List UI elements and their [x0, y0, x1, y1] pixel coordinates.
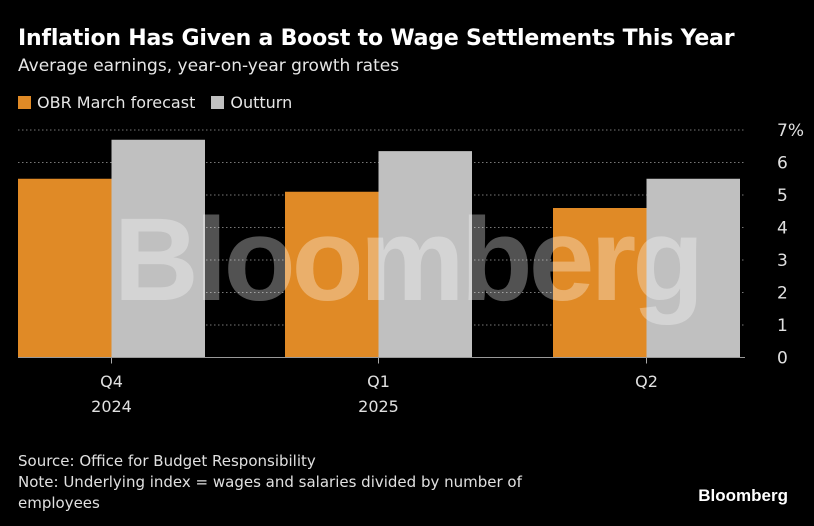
x-tick-label: Q1: [367, 372, 390, 391]
legend-item-outturn: Outturn: [211, 93, 292, 112]
bar-outturn: [646, 178, 740, 358]
bar-outturn: [111, 139, 205, 358]
source-text: Source: Office for Budget Responsibility: [18, 452, 316, 470]
chart-title: Inflation Has Given a Boost to Wage Sett…: [18, 26, 735, 51]
x-tick-label: 2024: [91, 397, 132, 416]
y-tick-label: 6: [777, 154, 788, 174]
legend-label: OBR March forecast: [37, 93, 196, 112]
x-tick-label: Q2: [635, 372, 658, 391]
legend-item-forecast: OBR March forecast: [18, 93, 195, 112]
y-tick-label: 0: [777, 349, 788, 369]
watermark: Bloomberg: [114, 194, 701, 326]
legend-swatch: [18, 96, 31, 109]
x-tick-label: Q4: [100, 372, 123, 391]
bloomberg-logo: Bloomberg: [698, 486, 788, 505]
legend-label: Outturn: [230, 93, 293, 112]
x-tick-label: 2025: [358, 397, 399, 416]
y-tick-label: 4: [777, 219, 788, 239]
bar-outturn: [378, 151, 472, 358]
footnotes: Source: Office for Budget Responsibility…: [18, 451, 558, 514]
chart-subtitle: Average earnings, year-on-year growth ra…: [18, 56, 400, 76]
y-tick-label: 7%: [777, 121, 804, 141]
bar-forecast: [553, 208, 647, 358]
bar-forecast: [285, 191, 379, 358]
legend: OBR March forecast Outturn: [18, 93, 308, 112]
legend-swatch: [211, 96, 225, 109]
y-tick-label: 2: [777, 284, 788, 304]
bar-forecast: [18, 178, 112, 358]
note-text: Note: Underlying index = wages and salar…: [18, 473, 522, 512]
y-tick-label: 3: [777, 251, 788, 271]
y-tick-label: 1: [777, 316, 788, 336]
y-tick-label: 5: [777, 186, 788, 206]
